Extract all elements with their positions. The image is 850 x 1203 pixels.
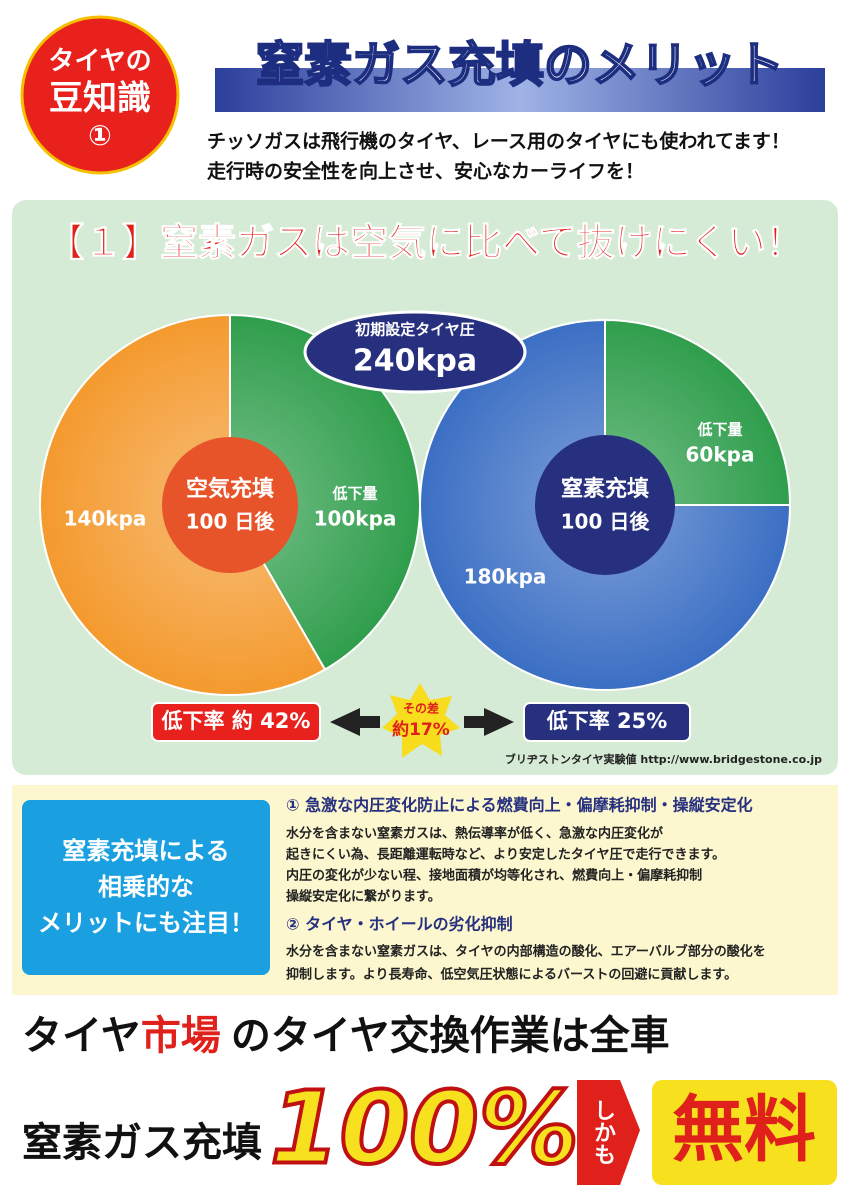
merit-line: 水分を含まない窒素ガスは、タイヤの内部構造の酸化、エアーバルブ部分の酸化を [286, 944, 766, 960]
headline: 【１】窒素ガスは空気に比べて抜けにくい！ [46, 221, 804, 265]
promo-text: タイヤ市場 のタイヤ交換作業は全車 [22, 1013, 670, 1059]
slice-caption: 低下量 [331, 485, 377, 503]
arrow [330, 708, 380, 736]
pie-center [535, 435, 675, 575]
difference-star [382, 683, 460, 758]
promo-brand: 市場 [141, 1013, 221, 1059]
slice-label: 140kpa [64, 507, 147, 531]
merit-line: 起きにくい為、長距離運転時など、より安定したタイヤ圧で走行できます。 [285, 847, 725, 863]
pie-subtitle: 100 日後 [186, 510, 276, 534]
merits-box-line: 相乗的な [98, 873, 194, 901]
merit-line: 水分を含まない窒素ガスは、熱伝導率が低く、急激な内圧変化が [286, 826, 663, 842]
intro-line: チッソガスは飛行機のタイヤ、レース用のタイヤにも使われてます！ [207, 130, 790, 153]
initial-caption: 初期設定タイヤ圧 [355, 321, 475, 339]
rate-box [151, 702, 321, 742]
title-banner [215, 68, 825, 112]
rate-box [523, 702, 691, 742]
merits-box-line: メリットにも注目！ [38, 909, 254, 937]
promo-tag [577, 1080, 640, 1185]
difference-value: 約17% [392, 719, 450, 740]
badge [20, 15, 180, 175]
merits-box [22, 800, 270, 975]
badge-line: ① [88, 119, 112, 152]
promo-free: 無料 [672, 1088, 816, 1172]
promo-part: のタイヤ交換作業は全車 [231, 1013, 670, 1059]
source: ブリヂストンタイヤ実験値 http://www.bridgestone.co.j… [505, 752, 822, 766]
pie-title: 空気充填 [186, 476, 274, 502]
initial-label: 240kpa [353, 344, 477, 379]
slice-caption: 低下量 [696, 421, 742, 439]
rate: 低下率 約 42% [161, 709, 311, 733]
badge-line: タイヤの [48, 47, 151, 77]
arrow [464, 708, 514, 736]
merit-line: 抑制します。より長寿命、低空気圧状態によるバーストの回避に貢献します。 [286, 967, 737, 983]
badge-line: 豆知識 [49, 79, 151, 119]
merit-line: 操縦安定化に繋がります。 [286, 889, 441, 905]
initial-pressure [303, 310, 527, 394]
promo-hundred: 100% [270, 1069, 579, 1186]
rate: 低下率 25% [546, 709, 668, 733]
merit-line: 内圧の変化が少ない程、接地面積が均等化され、燃費向上・偏摩耗抑制 [286, 868, 702, 884]
intro-line: 走行時の安全性を向上させ、安心なカーライフを！ [207, 160, 644, 183]
merit-heading: ② タイヤ・ホイールの劣化抑制 [286, 915, 513, 934]
promo-free-box [652, 1080, 837, 1185]
merits-box-line: 窒素充填による [62, 837, 229, 865]
difference-caption: その差 [403, 701, 439, 716]
slice-label: 100kpa [314, 507, 397, 531]
slice-label: 180kpa [464, 565, 547, 589]
pie-subtitle: 100 日後 [561, 510, 651, 534]
promo-part: 窒素ガス充填 [22, 1120, 262, 1166]
pie-title: 窒素充填 [561, 476, 649, 502]
pie-center [162, 437, 298, 573]
title: 窒素ガス充填のメリット [256, 37, 784, 93]
promo-part: タイヤ [22, 1013, 141, 1059]
merit-heading: ① 急激な内圧変化防止による燃費向上・偏摩耗抑制・操縦安定化 [286, 796, 753, 815]
slice-label: 60kpa [686, 443, 755, 467]
promo-part: しかも [590, 1099, 615, 1165]
